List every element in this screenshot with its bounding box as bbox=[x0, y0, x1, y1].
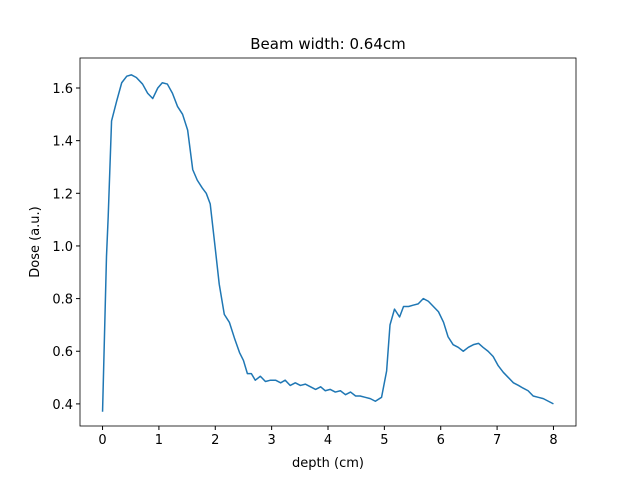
x-tick-label: 3 bbox=[267, 433, 275, 448]
y-tick-label: 0.6 bbox=[52, 345, 73, 360]
y-axis-label: Dose (a.u.) bbox=[28, 206, 43, 277]
plot-frame bbox=[79, 57, 577, 427]
x-tick-label: 6 bbox=[437, 433, 445, 448]
x-tick-label: 2 bbox=[211, 433, 219, 448]
chart-title: Beam width: 0.64cm bbox=[250, 35, 406, 53]
y-tick-label: 0.4 bbox=[52, 398, 73, 413]
x-tick-label: 1 bbox=[155, 433, 163, 448]
x-axis-label: depth (cm) bbox=[292, 456, 364, 471]
y-tick-label: 1.0 bbox=[52, 240, 73, 255]
y-tick-label: 1.4 bbox=[52, 135, 73, 150]
y-tick-label: 1.2 bbox=[52, 187, 73, 202]
x-tick-label: 4 bbox=[324, 433, 332, 448]
x-tick-label: 0 bbox=[98, 433, 106, 448]
x-tick-label: 8 bbox=[549, 433, 557, 448]
data-line bbox=[101, 74, 554, 412]
y-tick-label: 1.6 bbox=[52, 82, 73, 97]
x-tick-label: 5 bbox=[380, 433, 388, 448]
y-tick-label: 0.8 bbox=[52, 293, 73, 308]
x-tick-label: 7 bbox=[493, 433, 501, 448]
